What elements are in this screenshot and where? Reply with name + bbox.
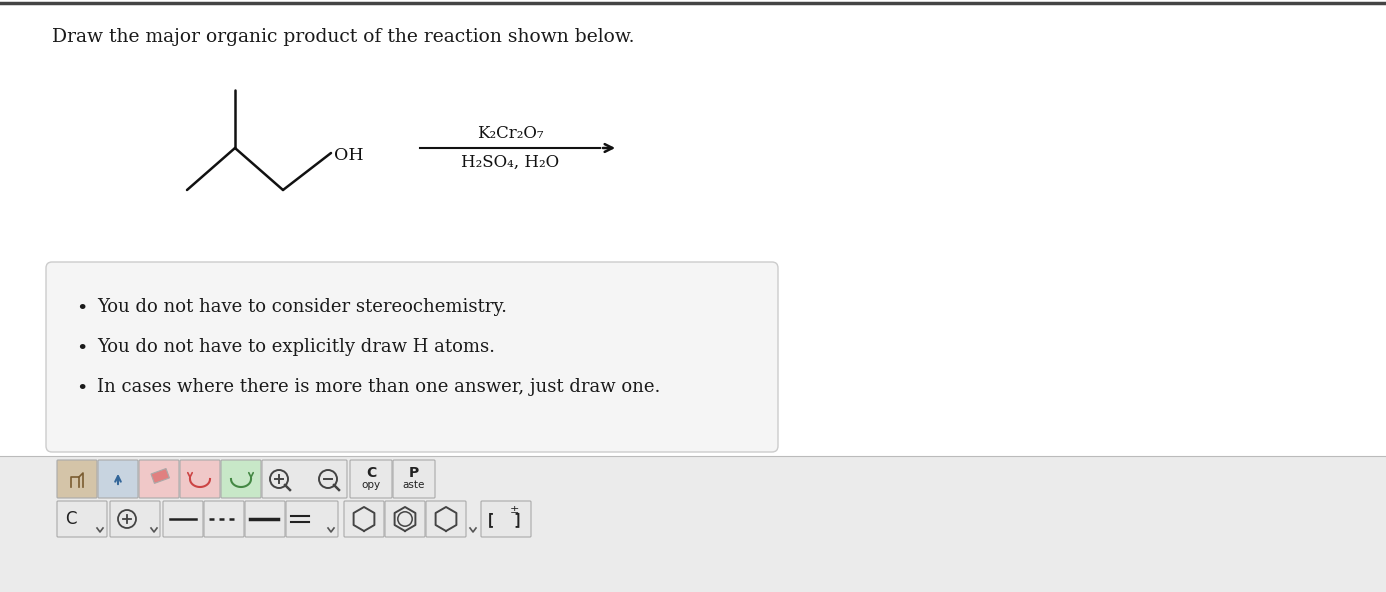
FancyBboxPatch shape — [286, 501, 338, 537]
Text: H₂SO₄, H₂O: H₂SO₄, H₂O — [462, 154, 559, 171]
Text: In cases where there is more than one answer, just draw one.: In cases where there is more than one an… — [97, 378, 660, 396]
Text: OH: OH — [334, 146, 363, 163]
FancyBboxPatch shape — [351, 460, 392, 498]
Bar — [151, 468, 169, 484]
Text: aste: aste — [403, 480, 426, 490]
Text: opy: opy — [362, 480, 381, 490]
FancyBboxPatch shape — [164, 501, 202, 537]
FancyBboxPatch shape — [481, 501, 531, 537]
FancyBboxPatch shape — [204, 501, 244, 537]
FancyBboxPatch shape — [180, 460, 220, 498]
Text: C: C — [65, 510, 76, 528]
Text: •: • — [76, 300, 87, 318]
Text: •: • — [76, 340, 87, 358]
Text: You do not have to explicitly draw H atoms.: You do not have to explicitly draw H ato… — [97, 338, 495, 356]
FancyBboxPatch shape — [46, 262, 778, 452]
Text: •: • — [76, 380, 87, 398]
Text: ±: ± — [509, 505, 518, 515]
Text: C: C — [366, 466, 376, 480]
Text: Draw the major organic product of the reaction shown below.: Draw the major organic product of the re… — [53, 28, 635, 46]
Text: P: P — [409, 466, 419, 480]
Bar — [0, 456, 1386, 592]
FancyBboxPatch shape — [245, 501, 286, 537]
FancyBboxPatch shape — [262, 460, 346, 498]
FancyBboxPatch shape — [98, 460, 139, 498]
FancyBboxPatch shape — [57, 460, 97, 498]
FancyBboxPatch shape — [344, 501, 384, 537]
Text: K₂Cr₂O₇: K₂Cr₂O₇ — [477, 125, 543, 142]
Text: [  ]: [ ] — [485, 513, 523, 527]
FancyBboxPatch shape — [57, 501, 107, 537]
FancyBboxPatch shape — [426, 501, 466, 537]
FancyBboxPatch shape — [109, 501, 159, 537]
FancyBboxPatch shape — [394, 460, 435, 498]
FancyBboxPatch shape — [220, 460, 261, 498]
Text: You do not have to consider stereochemistry.: You do not have to consider stereochemis… — [97, 298, 507, 316]
FancyBboxPatch shape — [139, 460, 179, 498]
FancyBboxPatch shape — [385, 501, 426, 537]
